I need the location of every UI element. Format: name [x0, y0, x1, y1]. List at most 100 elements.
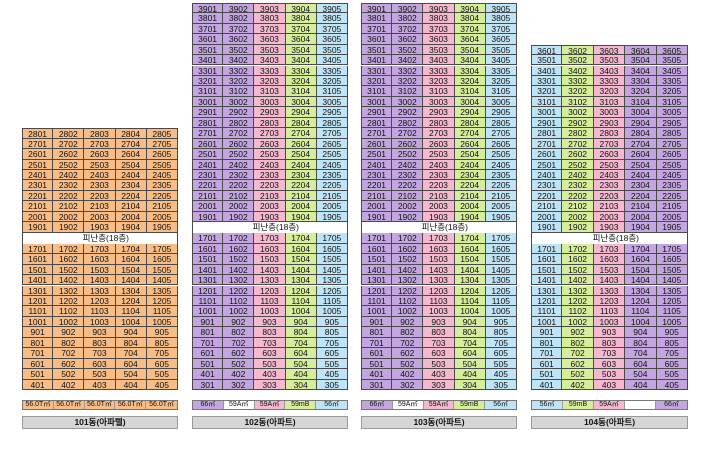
- unit-cell: 1402: [53, 275, 85, 286]
- unit-cell: 1304: [285, 275, 317, 286]
- unit-cell: 502: [53, 369, 85, 380]
- unit-cell: 1702: [562, 243, 594, 255]
- floor-row: 2801 2802 2803 2804 2805: [361, 117, 517, 129]
- unit-cell: 1305: [316, 275, 348, 286]
- unit-cell: 1605: [656, 254, 688, 265]
- unit-cell: 1001: [192, 306, 224, 317]
- unit-area-cell: 56㎡: [316, 401, 347, 409]
- floor-row: 2701 2702 2703 2704 2705: [22, 138, 178, 150]
- unit-cell: 1204: [115, 295, 147, 307]
- unit-cell: 2701: [22, 138, 54, 150]
- unit-cell: 901: [22, 327, 54, 338]
- unit-cell: 505: [485, 358, 517, 370]
- unit-cell: 2701: [361, 128, 393, 139]
- unit-cell: 2202: [53, 190, 85, 202]
- unit-cell: 702: [392, 337, 424, 349]
- unit-cell: 2704: [285, 128, 317, 139]
- floor-row: 501 502 503 504 505: [192, 358, 348, 370]
- unit-cell: 1702: [223, 233, 255, 244]
- unit-cell: 1603: [254, 243, 286, 255]
- unit-cell: 804: [285, 327, 317, 338]
- unit-cell: 2105: [316, 190, 348, 202]
- unit-cell: 803: [84, 337, 116, 349]
- unit-cell: 2501: [361, 149, 393, 160]
- unit-cell: 702: [562, 348, 594, 359]
- unit-cell: 904: [115, 327, 147, 338]
- floor-row: 3801 3802 3803 3804 3805: [361, 13, 517, 24]
- unit-cell: 1405: [485, 264, 517, 276]
- unit-cell: 2502: [562, 159, 594, 170]
- unit-cell: 1405: [656, 275, 688, 286]
- unit-cell: 3305: [656, 75, 688, 87]
- unit-cell: 1505: [485, 254, 517, 265]
- unit-cell: 1004: [454, 306, 486, 317]
- unit-cell: 402: [223, 369, 255, 380]
- floor-row: 401 402 403 404 405: [361, 369, 517, 380]
- unit-cell: 1304: [115, 285, 147, 296]
- unit-cell: 604: [285, 348, 317, 359]
- floor-row: 2701 2702 2703 2704 2705: [531, 138, 688, 150]
- unit-cell: 2705: [146, 138, 178, 150]
- unit-cell: 2005: [656, 211, 688, 223]
- unit-cell: 1903: [593, 222, 626, 233]
- unit-cell: 1601: [192, 243, 224, 255]
- unit-cell: 3501: [361, 44, 393, 56]
- unit-cell: 3503: [254, 44, 286, 56]
- unit-cell: 1604: [115, 254, 147, 265]
- unit-cell: 2702: [562, 138, 594, 150]
- unit-cell: 505: [656, 369, 688, 380]
- unit-cell: 2204: [285, 180, 317, 191]
- unit-cell: 3702: [223, 23, 255, 35]
- unit-cell: 1302: [223, 275, 255, 286]
- unit-cell: 2601: [192, 138, 224, 150]
- unit-cell: 902: [223, 316, 255, 328]
- unit-cell: 2403: [593, 170, 626, 181]
- unit-cell: 504: [285, 358, 317, 370]
- unit-cell: 1504: [115, 264, 147, 276]
- floor-row: 801 802 803 804 805: [361, 327, 517, 338]
- unit-cell: 1503: [84, 264, 116, 276]
- unit-cell: 3201: [192, 75, 224, 87]
- unit-cell: 2202: [223, 180, 255, 191]
- unit-cell: 1005: [485, 306, 517, 317]
- unit-cell: 1202: [223, 285, 255, 296]
- unit-area-cell: 66㎡: [362, 401, 393, 409]
- unit-cell: 2905: [485, 107, 517, 118]
- floor-row: 3301 3302 3303 3304 3305: [531, 75, 688, 87]
- floor-row: 2501 2502 2503 2504 2505: [361, 149, 517, 160]
- floor-row: 3301 3302 3303 3304 3305: [192, 65, 348, 76]
- floor-row: 601 602 603 604 605: [531, 358, 688, 370]
- unit-cell: 1702: [392, 233, 424, 244]
- unit-cell: 2103: [593, 201, 626, 212]
- floor-row: 2401 2402 2403 2404 2405: [22, 170, 178, 181]
- floor-row: 2601 2602 2603 2604 2605: [192, 138, 348, 150]
- unit-cell: 1703: [423, 233, 455, 244]
- unit-cell: 2602: [562, 149, 594, 160]
- unit-cell: 3402: [392, 55, 424, 66]
- unit-cell: 502: [562, 369, 594, 380]
- unit-cell: 2105: [146, 201, 178, 212]
- unit-cell: 3705: [485, 23, 517, 35]
- unit-cell: 3905: [485, 2, 517, 14]
- unit-cell: 2405: [146, 170, 178, 181]
- unit-cell: 3103: [423, 86, 455, 97]
- unit-cell: 3005: [485, 96, 517, 108]
- unit-cell: 2805: [485, 117, 517, 129]
- floor-row: 1101 1102 1103 1104 1105: [22, 306, 178, 317]
- floor-row: 2801 2802 2803 2804 2805: [531, 128, 688, 139]
- unit-cell: 3203: [254, 75, 286, 87]
- unit-cell: 1504: [454, 254, 486, 265]
- unit-cell: 2803: [84, 128, 116, 139]
- unit-cell: 705: [146, 348, 178, 359]
- unit-cell: 1903: [423, 211, 455, 223]
- unit-cell: 2104: [625, 201, 657, 212]
- unit-cell: 1905: [485, 211, 517, 223]
- refuge-floor-band: 피난층(18층): [361, 222, 517, 234]
- unit-cell: 2104: [115, 201, 147, 212]
- unit-cell: 605: [656, 358, 688, 370]
- unit-cell: 1104: [625, 306, 657, 317]
- unit-cell: 1703: [254, 233, 286, 244]
- floor-row: 1201 1202 1203 1204 1205: [531, 295, 688, 307]
- floor-row: 3401 3402 3403 3404 3405: [531, 65, 688, 76]
- unit-cell: 1403: [254, 264, 286, 276]
